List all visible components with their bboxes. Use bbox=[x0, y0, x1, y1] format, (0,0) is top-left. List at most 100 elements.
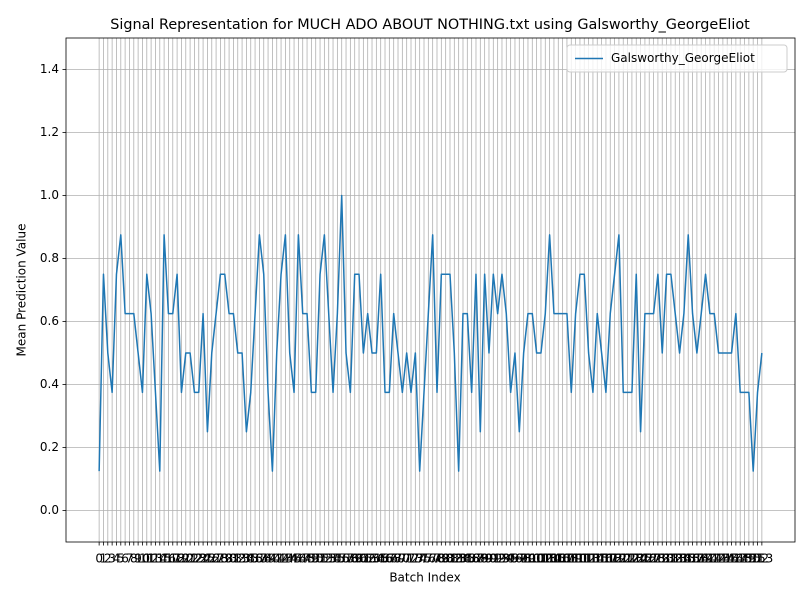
x-tick-label: 18 bbox=[169, 552, 184, 566]
x-tick-label: 22 bbox=[187, 552, 202, 566]
x-tick-label: 8 bbox=[130, 552, 138, 566]
x-tick-label: 33 bbox=[234, 552, 249, 566]
y-tick-label: 0.4 bbox=[40, 377, 59, 391]
x-tick-label: 60 bbox=[351, 552, 366, 566]
x-tick-label: 35 bbox=[243, 552, 258, 566]
x-tick-label: 108 bbox=[555, 552, 578, 566]
x-tick-label: 38 bbox=[256, 552, 271, 566]
x-tick-label: 100 bbox=[521, 552, 544, 566]
x-tick-label: 112 bbox=[573, 552, 596, 566]
x-tick-label: 27 bbox=[208, 552, 223, 566]
x-tick-label: 3 bbox=[108, 552, 116, 566]
x-tick-label: 73 bbox=[408, 552, 423, 566]
x-tick-label: 133 bbox=[664, 552, 687, 566]
x-tick-label: 29 bbox=[217, 552, 232, 566]
y-tick-label: 0.6 bbox=[40, 314, 59, 328]
y-axis-label: Mean Prediction Value bbox=[15, 224, 29, 357]
x-tick-label: 140 bbox=[694, 552, 717, 566]
x-tick-label: 115 bbox=[586, 552, 609, 566]
x-tick-label: 14 bbox=[152, 552, 167, 566]
x-tick-label: 61 bbox=[356, 552, 371, 566]
x-tick-label: 136 bbox=[677, 552, 700, 566]
x-tick-label: 41 bbox=[269, 552, 284, 566]
x-tick-label: 19 bbox=[174, 552, 189, 566]
x-tick-label: 57 bbox=[338, 552, 353, 566]
y-tick-label: 0.8 bbox=[40, 251, 59, 265]
x-tick-label: 120 bbox=[607, 552, 630, 566]
x-tick-label: 153 bbox=[750, 552, 773, 566]
series-line bbox=[98, 194, 763, 472]
x-tick-label: 93 bbox=[494, 552, 509, 566]
y-tick-label: 0.2 bbox=[40, 440, 59, 454]
x-tick-label: 117 bbox=[594, 552, 617, 566]
x-tick-label: 98 bbox=[516, 552, 531, 566]
x-tick-label: 141 bbox=[698, 552, 721, 566]
x-tick-label: 128 bbox=[642, 552, 665, 566]
x-tick-label: 113 bbox=[577, 552, 600, 566]
x-tick-label: 78 bbox=[429, 552, 444, 566]
x-tick-label: 53 bbox=[321, 552, 336, 566]
x-tick-label: 150 bbox=[737, 552, 760, 566]
x-tick-label: 96 bbox=[507, 552, 522, 566]
x-tick-label: 13 bbox=[148, 552, 163, 566]
x-tick-label: 99 bbox=[520, 552, 535, 566]
x-tick-label: 2 bbox=[104, 552, 112, 566]
x-tick-label: 37 bbox=[252, 552, 267, 566]
legend-label: Galsworthy_GeorgeEliot bbox=[611, 51, 755, 65]
x-tick-label: 151 bbox=[742, 552, 765, 566]
x-tick-label: 10 bbox=[135, 552, 150, 566]
x-tick-label: 81 bbox=[442, 552, 457, 566]
x-tick-label: 142 bbox=[703, 552, 726, 566]
x-tick-label: 137 bbox=[681, 552, 704, 566]
y-tick-label: 1.0 bbox=[40, 188, 59, 202]
x-tick-label: 90 bbox=[481, 552, 496, 566]
x-tick-label: 52 bbox=[317, 552, 332, 566]
x-tick-label: 17 bbox=[165, 552, 180, 566]
x-tick-label: 32 bbox=[230, 552, 245, 566]
x-tick-label: 122 bbox=[616, 552, 639, 566]
x-tick-label: 5 bbox=[117, 552, 125, 566]
x-tick-label: 66 bbox=[377, 552, 392, 566]
x-tick-label: 71 bbox=[399, 552, 414, 566]
x-tick-label: 82 bbox=[447, 552, 462, 566]
x-tick-label: 39 bbox=[260, 552, 275, 566]
x-tick-label: 4 bbox=[113, 552, 121, 566]
x-tick-label: 12 bbox=[143, 552, 158, 566]
x-tick-label: 72 bbox=[403, 552, 418, 566]
chart-title: Signal Representation for MUCH ADO ABOUT… bbox=[110, 17, 750, 33]
x-tick-label: 54 bbox=[325, 552, 340, 566]
x-tick-label: 40 bbox=[265, 552, 280, 566]
x-tick-label: 116 bbox=[590, 552, 613, 566]
x-tick-label: 25 bbox=[200, 552, 215, 566]
x-tick-label: 106 bbox=[547, 552, 570, 566]
x-tick-label: 88 bbox=[473, 552, 488, 566]
x-tick-label: 43 bbox=[278, 552, 293, 566]
x-tick-label: 80 bbox=[438, 552, 453, 566]
y-tick-label: 0.0 bbox=[40, 503, 59, 517]
x-tick-label: 50 bbox=[308, 552, 323, 566]
x-tick-label: 49 bbox=[304, 552, 319, 566]
x-tick-label: 56 bbox=[334, 552, 349, 566]
x-tick-label: 47 bbox=[295, 552, 310, 566]
x-tick-label: 152 bbox=[746, 552, 769, 566]
x-tick-label: 139 bbox=[690, 552, 713, 566]
x-tick-label: 125 bbox=[629, 552, 652, 566]
x-tick-label: 135 bbox=[672, 552, 695, 566]
x-tick-label: 110 bbox=[564, 552, 587, 566]
x-tick-label: 143 bbox=[707, 552, 730, 566]
x-tick-label: 86 bbox=[464, 552, 479, 566]
x-tick-label: 109 bbox=[560, 552, 583, 566]
x-tick-label: 95 bbox=[503, 552, 518, 566]
x-tick-label: 111 bbox=[568, 552, 591, 566]
x-tick-label: 6 bbox=[121, 552, 129, 566]
x-tick-label: 134 bbox=[668, 552, 691, 566]
x-tick-label: 51 bbox=[312, 552, 327, 566]
x-tick-label: 20 bbox=[178, 552, 193, 566]
x-axis-label: Batch Index bbox=[389, 571, 460, 585]
x-tick-label: 7 bbox=[126, 552, 134, 566]
x-tick-label: 127 bbox=[638, 552, 661, 566]
x-tick-label: 126 bbox=[633, 552, 656, 566]
x-tick-label: 30 bbox=[221, 552, 236, 566]
